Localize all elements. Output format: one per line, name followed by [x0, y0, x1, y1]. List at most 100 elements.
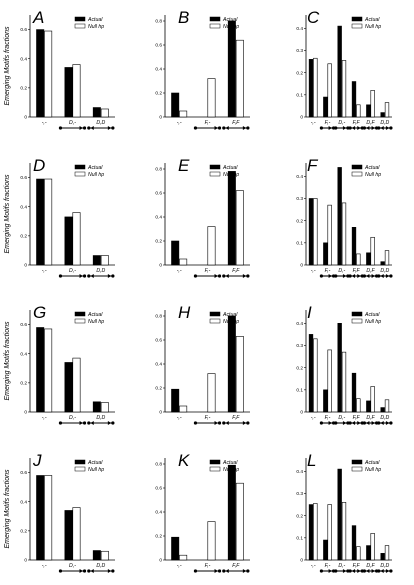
panel-e-motif-arrow-2-node-left — [222, 274, 226, 278]
panel-h-ytick-label-1: 0.2 — [155, 386, 162, 392]
panel-f-motif-arrow-5 — [377, 274, 393, 278]
panel-c-bar-null-5 — [384, 102, 390, 118]
panel-g-motif-arrow-1-head-right — [79, 421, 83, 425]
panel-h-ytick-label-3: 0.6 — [155, 338, 162, 344]
panel-g-legend-label-actual: Actual — [87, 312, 103, 318]
panel-g-ytick-label-1: 0.2 — [20, 380, 27, 386]
panel-h-motif-arrow-1-node-right — [217, 421, 222, 425]
panel-f-category-label-1: F,- — [325, 268, 331, 274]
panel-d-bar-null-0 — [44, 178, 53, 266]
panel-l-motif-arrow-4-head-left — [366, 569, 370, 573]
panel-e-motif-arrow-1-node-right — [217, 274, 222, 278]
panel-b-ytick-label-0: 0 — [159, 115, 162, 121]
panel-d-motif-arrow-1-node-right — [82, 274, 87, 278]
panel-j-motif-arrow-1-node-left — [58, 569, 63, 573]
panel-b-ytick-label-1: 0.2 — [155, 91, 162, 97]
panel-g-bar-null-2 — [100, 402, 109, 413]
panel-e-legend-label-null: Null hp — [223, 172, 239, 178]
panel-i-legend-label-actual: Actual — [364, 312, 380, 318]
panel-l-category-label-0: -,- — [311, 563, 316, 569]
panel-j-bar-null-0 — [44, 475, 53, 561]
panel-c-motif-arrow-2-node-left — [334, 126, 338, 130]
panel-f-ytick-label-4: 0.4 — [296, 174, 303, 180]
panel-h-motif-arrow-1 — [193, 421, 222, 425]
panel-c-category-label-2: D,- — [338, 120, 345, 126]
panel-l-motif-arrow-5-head-left — [380, 569, 384, 573]
panel-b-bar-null-2 — [235, 39, 244, 118]
panel-l-category-label-5: D,D — [380, 563, 389, 569]
panel-l-bar-actual-0 — [308, 504, 314, 561]
panel-e-legend-swatch-actual — [209, 164, 221, 170]
panel-b-ytick-label-2: 0.4 — [155, 67, 162, 73]
panel-i-bar-null-5 — [384, 399, 390, 413]
panel-g-legend-swatch-actual — [74, 311, 86, 317]
panel-d-bar-actual-0 — [36, 178, 45, 266]
panel-i-motif-arrow-4-head-right — [371, 421, 375, 425]
panel-f-motif-arrow-5-node-right — [389, 274, 393, 278]
panel-l-motif-arrow-2-head-right — [342, 569, 347, 573]
panel-g-ytick-label-0: 0 — [24, 410, 27, 416]
panel-l-ytick-label-2: 0.2 — [296, 513, 303, 519]
panel-k-motif-arrow-1 — [193, 569, 222, 573]
panel-j-ytick-label-2: 0.4 — [20, 499, 27, 505]
panel-k-ytick-label-4: 0.8 — [155, 462, 162, 468]
panel-e-motif-arrow-1 — [193, 274, 222, 278]
panel-a-bar-null-1 — [72, 64, 81, 118]
panel-a-motif-arrow-2-head-left — [90, 126, 94, 130]
panel-i-legend-swatch-null — [351, 318, 363, 324]
panel-c-category-label-4: D,F — [366, 120, 375, 126]
panel-i-motif-arrow-3-node-left — [348, 421, 352, 425]
panel-l-category-label-1: F,- — [325, 563, 331, 569]
panel-k-letter: K — [178, 451, 190, 470]
panel-f-motif-arrow-3-head-right — [357, 274, 361, 278]
panel-l-letter: L — [307, 451, 316, 470]
panel-b-legend-swatch-actual — [209, 16, 221, 22]
panel-a-letter: A — [32, 8, 44, 27]
panel-l-motif-arrow-3-head-right — [357, 569, 361, 573]
panel-c-motif-arrow-1 — [319, 126, 336, 130]
panel-c-motif-arrow-3-head-right — [357, 126, 361, 130]
panel-g-bar-actual-2 — [92, 401, 101, 413]
panel-f-motif-arrow-2 — [334, 274, 350, 278]
panel-i-category-label-2: D,- — [338, 415, 345, 421]
panel-d-legend-label-null: Null hp — [88, 172, 104, 178]
panel-c-ytick-label-1: 0.1 — [296, 92, 303, 98]
panel-c: 0 0.1 0.2 0.3 0.4 C -,- F,- D,- F,F D,F D,D ActualNu… — [296, 8, 393, 130]
panel-c-motif-arrow-5-node-left — [377, 126, 381, 130]
panel-j-legend-swatch-null — [74, 466, 86, 472]
panel-c-bar-actual-1 — [323, 96, 328, 118]
panel-e-bar-null-1 — [207, 226, 216, 266]
panel-i-motif-arrow-4-node-left — [362, 421, 367, 425]
panel-c-bar-null-3 — [356, 104, 361, 118]
panel-d-motif-arrow-1-head-right — [79, 274, 83, 278]
panel-b-motif-arrow-2-node-left — [222, 126, 226, 130]
panel-j-motif-arrow-2-head-left — [90, 569, 94, 573]
panel-i-bar-actual-5 — [380, 407, 385, 413]
panel-b-bar-actual-2 — [227, 20, 236, 118]
panel-c-bar-null-2 — [341, 60, 347, 118]
panel-f-motif-arrow-2-node-left — [334, 274, 338, 278]
panel-i-category-label-5: D,D — [380, 415, 389, 421]
panel-i-bar-null-3 — [356, 398, 361, 413]
y-axis-label-row-3: Emerging Motifs fractions — [4, 469, 11, 548]
panel-e-category-label-2: F,F — [232, 268, 240, 274]
panel-b-ytick-label-4: 0.8 — [155, 19, 162, 25]
panel-f-bar-actual-2 — [337, 167, 342, 266]
panel-c-bar-actual-4 — [366, 104, 371, 118]
panel-d-motif-arrow-2-node-left — [87, 274, 91, 278]
panel-f-motif-arrow-1-head-right — [328, 274, 332, 278]
panel-b-motif-arrow-2 — [222, 126, 250, 130]
panel-e-letter: E — [178, 156, 190, 175]
panel-g-category-label-0: -,- — [42, 415, 47, 421]
panel-b-motif-arrow-1-node-left — [193, 126, 198, 130]
panel-d-ytick-label-0: 0 — [24, 263, 27, 269]
panel-i-motif-arrow-3 — [348, 421, 364, 425]
panel-f-motif-arrow-3-node-left — [348, 274, 352, 278]
panel-k-category-label-0: -,- — [177, 563, 182, 569]
panel-c-motif-arrow-4 — [362, 126, 379, 130]
panel-f-ytick-label-0: 0 — [300, 263, 303, 269]
